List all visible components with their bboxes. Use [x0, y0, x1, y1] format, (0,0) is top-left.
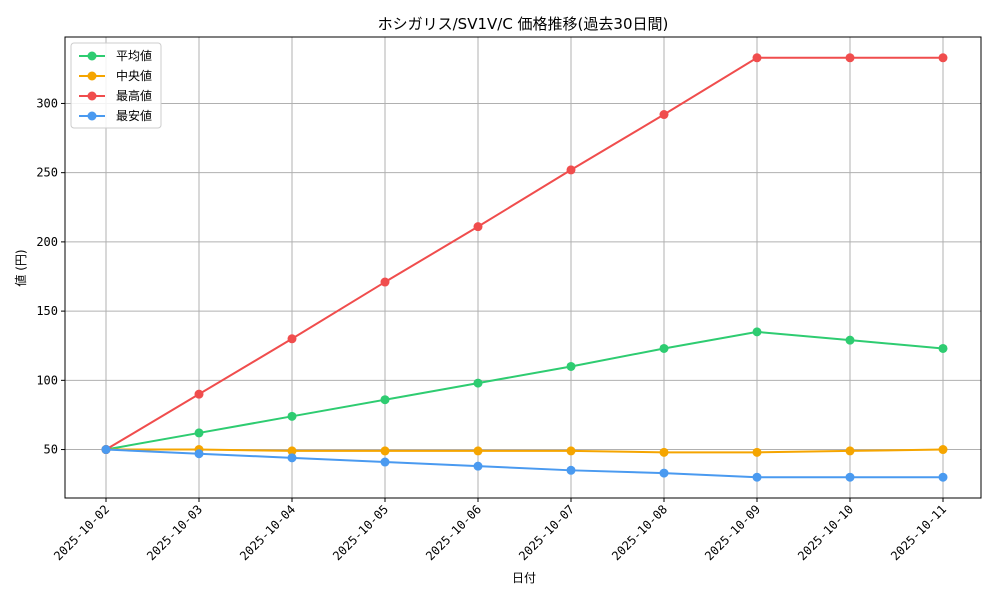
data-point: [938, 445, 948, 455]
legend-label: 最安値: [116, 108, 152, 123]
data-point: [845, 472, 855, 482]
data-point: [845, 446, 855, 456]
data-point: [287, 411, 297, 421]
data-point: [473, 222, 483, 232]
legend-box: [70, 42, 162, 129]
data-point: [752, 472, 762, 482]
y-tick-label: 100: [36, 373, 58, 387]
data-point: [752, 53, 762, 63]
data-point: [659, 447, 669, 457]
data-point: [287, 334, 297, 344]
y-tick-label: 200: [36, 235, 58, 249]
y-tick-label: 300: [36, 96, 58, 110]
series-line: [105, 56, 943, 451]
data-point: [938, 53, 948, 63]
legend-marker: [87, 91, 97, 101]
data-point: [938, 472, 948, 482]
data-point: [659, 343, 669, 353]
legend-label: 平均値: [116, 48, 152, 63]
x-axis-label: 日付: [512, 571, 536, 585]
y-axis-ticks: 50 100 150 200 250 300: [36, 96, 65, 457]
data-point: [287, 446, 297, 456]
data-point: [194, 449, 204, 459]
series-1: [101, 327, 948, 455]
data-point: [659, 110, 669, 120]
legend-label: 中央値: [116, 68, 152, 83]
data-point: [473, 378, 483, 388]
data-point: [101, 445, 111, 455]
series-line: [105, 448, 943, 479]
series-4: [101, 445, 948, 482]
y-tick-label: 50: [44, 443, 58, 457]
data-point: [380, 446, 390, 456]
data-point: [194, 428, 204, 438]
data-point: [566, 361, 576, 371]
series-group: [101, 53, 948, 482]
data-point: [938, 343, 948, 353]
data-point: [473, 461, 483, 471]
y-axis-label: 値 (円): [13, 249, 28, 286]
data-point: [566, 165, 576, 175]
data-point: [845, 53, 855, 63]
plot-frame: [64, 36, 982, 499]
data-point: [566, 465, 576, 475]
series-line: [105, 330, 944, 451]
legend-marker: [87, 71, 97, 81]
data-point: [752, 327, 762, 337]
chart-title: ホシガリス/SV1V/C 価格推移(過去30日間): [378, 15, 669, 33]
data-point: [659, 468, 669, 478]
legend-marker: [87, 51, 97, 61]
legend-label: 最高値: [116, 88, 152, 103]
data-point: [473, 446, 483, 456]
series-line: [106, 448, 944, 454]
data-point: [566, 446, 576, 456]
data-point: [752, 447, 762, 457]
data-point: [194, 389, 204, 399]
grid-lines: [65, 37, 981, 498]
data-point: [845, 335, 855, 345]
y-tick-label: 150: [36, 304, 58, 318]
data-point: [380, 395, 390, 405]
data-point: [380, 457, 390, 467]
data-point: [380, 277, 390, 287]
y-tick-label: 250: [36, 166, 58, 180]
legend-marker: [87, 111, 97, 121]
data-point: [287, 453, 297, 463]
